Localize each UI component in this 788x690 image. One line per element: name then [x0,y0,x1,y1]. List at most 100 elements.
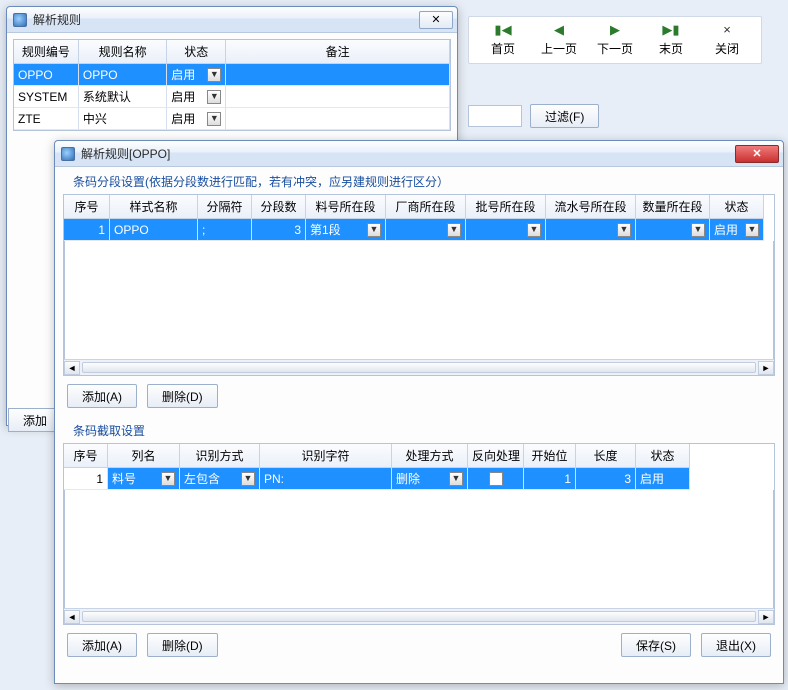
segment-grid-body [64,241,774,359]
col2-recchar[interactable]: 识别字符 [260,444,392,468]
col2-start[interactable]: 开始位 [524,444,576,468]
scroll-right-icon[interactable]: ► [758,361,774,375]
chevron-down-icon[interactable]: ▼ [691,223,705,237]
col-lot[interactable]: 批号所在段 [466,195,546,219]
section2-del-button[interactable]: 删除(D) [147,633,218,657]
nav-prev[interactable]: ◀ 上一页 [531,21,587,59]
detail-title: 解析规则[OPPO] [81,145,170,162]
col-status[interactable]: 状态 [710,195,764,219]
section1-title: 条码分段设置(依据分段数进行匹配，若有冲突，应另建规则进行区分） [63,167,775,194]
section2-buttons: 添加(A) 删除(D) 保存(S) 退出(X) [63,625,775,665]
col-vendor[interactable]: 厂商所在段 [386,195,466,219]
close-icon: × [723,23,731,36]
chevron-down-icon[interactable]: ▼ [161,472,175,486]
section1-add-button[interactable]: 添加(A) [67,384,137,408]
last-icon: ▶▮ [662,23,679,36]
chevron-down-icon[interactable]: ▼ [207,68,221,82]
col2-reverse[interactable]: 反向处理 [468,444,524,468]
col-rule-remark[interactable]: 备注 [226,40,450,64]
cell-rule-name: OPPO [79,64,167,86]
save-button[interactable]: 保存(S) [621,633,691,657]
col-style[interactable]: 样式名称 [110,195,198,219]
nav-next[interactable]: ▶ 下一页 [587,21,643,59]
chevron-down-icon[interactable]: ▼ [241,472,255,486]
chevron-down-icon[interactable]: ▼ [207,90,221,104]
rules-close-button[interactable]: ✕ [419,11,453,29]
section1-del-button[interactable]: 删除(D) [147,384,218,408]
col-rule-id[interactable]: 规则编号 [14,40,79,64]
filter-button[interactable]: 过滤(F) [530,104,599,128]
app-icon [13,13,27,27]
col-part[interactable]: 料号所在段 [306,195,386,219]
detail-close-button[interactable]: ✕ [735,145,779,163]
cell2-reverse [468,468,524,490]
cell2-seq: 1 [64,468,108,490]
cell2-proc: 删除▼ [392,468,468,490]
col-delim[interactable]: 分隔符 [198,195,252,219]
col-seq[interactable]: 序号 [64,195,110,219]
rules-row[interactable]: SYSTEM系统默认启用▼ [14,86,450,108]
next-icon: ▶ [610,23,620,36]
scroll-left-icon[interactable]: ◄ [64,610,80,624]
filter-row: 过滤(F) [468,104,599,128]
cell-style: OPPO [110,219,198,241]
chevron-down-icon[interactable]: ▼ [447,223,461,237]
cell-rule-name: 中兴 [79,108,167,130]
cell-rule-remark [226,86,450,108]
cell-serial: ▼ [546,219,636,241]
cell-lot: ▼ [466,219,546,241]
col2-col[interactable]: 列名 [108,444,180,468]
chevron-down-icon[interactable]: ▼ [745,223,759,237]
col2-seq[interactable]: 序号 [64,444,108,468]
filter-input[interactable] [468,105,522,127]
extract-scrollbar[interactable]: ◄ ► [64,608,774,624]
cell-qty: ▼ [636,219,710,241]
col-qty[interactable]: 数量所在段 [636,195,710,219]
chevron-down-icon[interactable]: ▼ [617,223,631,237]
extract-grid-header: 序号 列名 识别方式 识别字符 处理方式 反向处理 开始位 长度 状态 [64,444,774,468]
detail-window: 解析规则[OPPO] ✕ 条码分段设置(依据分段数进行匹配，若有冲突，应另建规则… [54,140,784,684]
segment-row[interactable]: 1 OPPO ; 3 第1段▼ ▼ ▼ ▼ ▼ 启用▼ [64,219,774,241]
nav-strip: ▮◀ 首页 ◀ 上一页 ▶ 下一页 ▶▮ 末页 × 关闭 [468,4,778,76]
col-rule-name[interactable]: 规则名称 [79,40,167,64]
col2-status[interactable]: 状态 [636,444,690,468]
reverse-checkbox[interactable] [489,472,503,486]
exit-button[interactable]: 退出(X) [701,633,771,657]
col-serial[interactable]: 流水号所在段 [546,195,636,219]
cell2-recmode: 左包含▼ [180,468,260,490]
chevron-down-icon[interactable]: ▼ [527,223,541,237]
detail-body: 条码分段设置(依据分段数进行匹配，若有冲突，应另建规则进行区分） 序号 样式名称… [55,167,783,673]
cell-rule-remark [226,64,450,86]
col2-len[interactable]: 长度 [576,444,636,468]
rules-row[interactable]: OPPOOPPO启用▼ [14,64,450,86]
chevron-down-icon[interactable]: ▼ [207,112,221,126]
scroll-left-icon[interactable]: ◄ [64,361,80,375]
detail-titlebar: 解析规则[OPPO] ✕ [55,141,783,167]
cell-segcount: 3 [252,219,306,241]
first-icon: ▮◀ [494,23,511,36]
cell-status: 启用▼ [710,219,764,241]
cell-rule-id: OPPO [14,64,79,86]
col-rule-status[interactable]: 状态 [167,40,226,64]
nav-last[interactable]: ▶▮ 末页 [643,21,699,59]
cell-delim: ; [198,219,252,241]
rules-row[interactable]: ZTE中兴启用▼ [14,108,450,130]
chevron-down-icon[interactable]: ▼ [367,223,381,237]
extract-row[interactable]: 1 料号▼ 左包含▼ PN: 删除▼ 1 3 启用 [64,468,774,490]
nav-row: ▮◀ 首页 ◀ 上一页 ▶ 下一页 ▶▮ 末页 × 关闭 [468,16,762,64]
scroll-right-icon[interactable]: ► [758,610,774,624]
section1-buttons: 添加(A) 删除(D) [63,376,775,416]
segment-scrollbar[interactable]: ◄ ► [64,359,774,375]
chevron-down-icon[interactable]: ▼ [449,472,463,486]
col2-proc[interactable]: 处理方式 [392,444,468,468]
section2-title: 条码截取设置 [63,416,775,443]
section2-add-button[interactable]: 添加(A) [67,633,137,657]
nav-first-label: 首页 [491,40,515,57]
nav-close[interactable]: × 关闭 [699,21,755,59]
cell2-start: 1 [524,468,576,490]
col2-recmode[interactable]: 识别方式 [180,444,260,468]
nav-first[interactable]: ▮◀ 首页 [475,21,531,59]
col-segcount[interactable]: 分段数 [252,195,306,219]
cell-rule-remark [226,108,450,130]
extract-grid: 序号 列名 识别方式 识别字符 处理方式 反向处理 开始位 长度 状态 1 料号… [63,443,775,625]
